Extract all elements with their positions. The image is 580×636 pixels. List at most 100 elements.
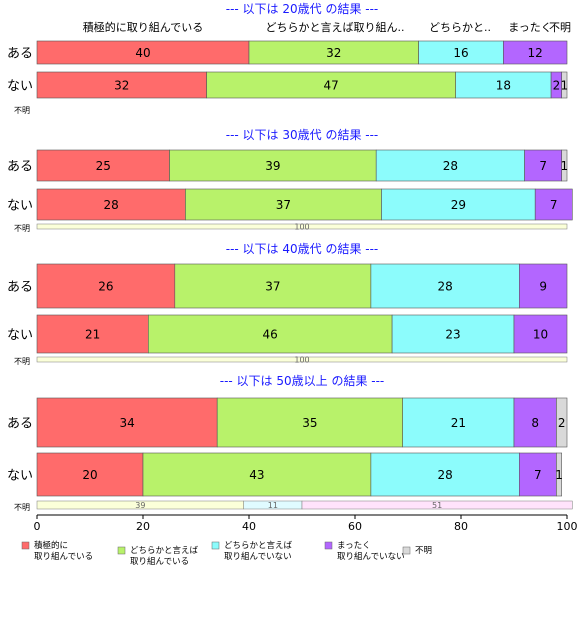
legend-swatch xyxy=(117,546,126,555)
bar-segment xyxy=(36,71,207,99)
data-label: 20 xyxy=(82,468,97,482)
legend-swatch xyxy=(21,541,30,550)
data-label: 28 xyxy=(437,468,452,482)
bar-segment xyxy=(185,188,382,221)
bar-segment xyxy=(36,452,144,497)
bar-segment xyxy=(36,188,186,221)
legend-label: 取り組んでいる xyxy=(34,551,93,562)
bar-segment xyxy=(174,263,372,309)
data-label: 9 xyxy=(539,280,547,294)
column-header: 不明 xyxy=(549,21,571,34)
legend-label: どちらかと言えば xyxy=(224,540,293,551)
panel-title: --- 以下は 40歳代 の結果 --- xyxy=(226,242,379,256)
data-label: 1 xyxy=(555,468,563,482)
data-label: 21 xyxy=(451,416,466,430)
data-label: 18 xyxy=(496,79,511,93)
bar-segment xyxy=(561,71,568,99)
data-label: 34 xyxy=(119,416,134,430)
column-header: どちらかと言えば取り組ん.. xyxy=(266,21,405,34)
row-label: ない xyxy=(7,79,33,94)
data-label: 29 xyxy=(451,198,466,212)
bar-segment xyxy=(36,397,218,448)
data-label: 43 xyxy=(249,468,264,482)
panel-title: --- 以下は 20歳代 の結果 --- xyxy=(226,2,379,16)
bar-segment xyxy=(36,263,176,309)
data-label: 32 xyxy=(114,79,129,93)
legend-label: 不明 xyxy=(415,546,432,556)
legend-label: どちらかと言えば xyxy=(130,545,199,556)
bar-segment xyxy=(561,149,568,182)
data-label: 1 xyxy=(561,79,569,93)
row-label: 不明 xyxy=(14,224,30,233)
bar-segment xyxy=(556,452,563,497)
bar-segment xyxy=(402,397,515,448)
bar-segment xyxy=(36,223,568,230)
row-label: 不明 xyxy=(14,357,30,366)
bar-segment xyxy=(518,452,557,497)
legend-swatch xyxy=(324,541,333,550)
x-tick-label: 40 xyxy=(242,520,256,533)
bar-segment xyxy=(375,149,525,182)
bar-segment xyxy=(36,314,149,354)
x-tick-label: 80 xyxy=(454,520,468,533)
bar-segment xyxy=(518,263,568,309)
data-label: 12 xyxy=(528,46,543,60)
bar-segment xyxy=(142,452,372,497)
data-label: 2 xyxy=(558,416,566,430)
legend-label: 積極的に xyxy=(34,540,68,551)
row-label: ある xyxy=(7,47,33,62)
legend-label: まったく xyxy=(337,541,371,551)
data-label: 23 xyxy=(445,328,460,342)
data-label: 11 xyxy=(268,501,278,510)
data-label: 1 xyxy=(561,159,569,173)
legend-swatch xyxy=(402,546,411,555)
legend-swatch xyxy=(211,541,220,550)
data-label: 100 xyxy=(294,223,309,232)
column-header: まったく xyxy=(508,21,552,34)
panel-title: --- 以下は 30歳代 の結果 --- xyxy=(226,128,379,142)
data-label: 46 xyxy=(263,328,278,342)
data-label: 28 xyxy=(437,280,452,294)
data-label: 7 xyxy=(550,198,558,212)
bar-segment xyxy=(148,314,393,354)
data-label: 10 xyxy=(533,328,548,342)
bar-segment xyxy=(301,500,573,510)
bar-segment xyxy=(216,397,403,448)
data-label: 37 xyxy=(276,198,291,212)
row-label: ない xyxy=(7,328,33,343)
data-label: 47 xyxy=(324,79,339,93)
bar-segment xyxy=(534,188,573,221)
data-label: 28 xyxy=(443,159,458,173)
data-label: 7 xyxy=(539,159,547,173)
data-label: 32 xyxy=(326,46,341,60)
x-tick-label: 20 xyxy=(136,520,150,533)
bar-segment xyxy=(556,397,568,448)
row-label: 不明 xyxy=(14,503,30,512)
column-header: どちらかと.. xyxy=(429,21,491,34)
column-header: 積極的に取り組んでいる xyxy=(83,20,203,34)
data-label: 39 xyxy=(265,159,280,173)
row-label: ある xyxy=(7,280,33,295)
data-label: 100 xyxy=(294,356,309,365)
x-tick-label: 100 xyxy=(557,520,578,533)
data-label: 21 xyxy=(85,328,100,342)
legend-label: 取り組んでいる xyxy=(130,556,189,567)
data-label: 26 xyxy=(98,280,113,294)
data-label: 8 xyxy=(531,416,539,430)
data-label: 16 xyxy=(453,46,468,60)
row-label: ある xyxy=(7,417,33,432)
legend-label: 取り組んでいない xyxy=(337,551,405,562)
row-label: ない xyxy=(7,199,33,214)
data-label: 7 xyxy=(534,468,542,482)
data-label: 39 xyxy=(135,501,145,510)
bar-segment xyxy=(206,71,457,99)
data-label: 2 xyxy=(553,79,561,93)
bar-segment xyxy=(503,40,568,65)
bar-segment xyxy=(36,149,170,182)
panel-title: --- 以下は 50歳以上 の結果 --- xyxy=(220,374,385,388)
row-label: ない xyxy=(7,469,33,484)
row-label: ある xyxy=(7,160,33,175)
bar-segment xyxy=(513,314,568,354)
x-tick-label: 60 xyxy=(348,520,362,533)
